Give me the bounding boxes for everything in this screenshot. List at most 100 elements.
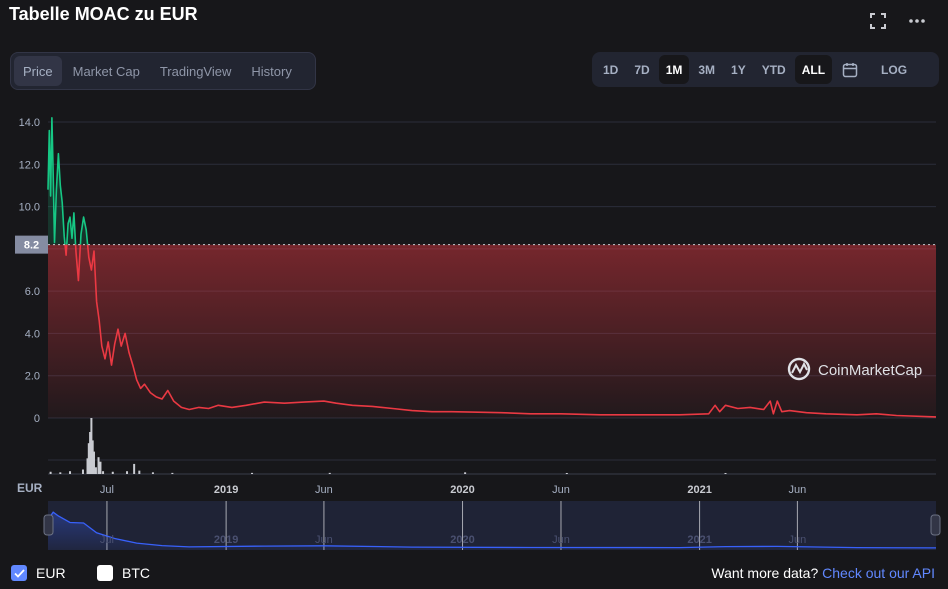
line-below-baseline (64, 244, 937, 418)
volume-bar (94, 467, 97, 474)
checkbox-unchecked-icon[interactable] (97, 565, 113, 581)
volume-bar (91, 440, 94, 474)
y-tick-label: 14.0 (19, 117, 40, 129)
volume-bar (133, 463, 136, 474)
x-tick-label: Jun (552, 484, 570, 496)
range-ytd[interactable]: YTD (761, 62, 786, 77)
range-1d[interactable]: 1D (603, 62, 619, 77)
tab-market-cap[interactable]: Market Cap (72, 63, 140, 79)
navigator-label: 2020 (450, 534, 474, 546)
volume-bar (724, 473, 727, 474)
volume-bar (102, 471, 105, 474)
range-7d[interactable]: 7D (634, 62, 650, 77)
volume-bar (126, 471, 129, 474)
navigator-label: 2019 (214, 534, 238, 546)
y-tick-label: 0 (34, 413, 40, 425)
navigator-label: Jul (100, 534, 114, 546)
legend-btc-label: BTC (122, 565, 150, 581)
volume-bar (464, 472, 467, 474)
volume-bar (90, 418, 93, 474)
navigator-area (48, 512, 936, 550)
checkbox-checked-icon[interactable] (11, 565, 27, 581)
line-above-baseline (47, 117, 89, 245)
fullscreen-icon[interactable] (867, 10, 889, 32)
navigator-series (47, 511, 937, 550)
navigator-label: 2021 (687, 534, 711, 546)
baseline: 8.2 (15, 235, 936, 254)
volume-bar (99, 461, 102, 474)
coinmarketcap-logo: CoinMarketCap (787, 357, 922, 381)
volume-bar (565, 473, 568, 474)
page-title: Tabelle MOAC zu EUR (9, 4, 198, 24)
x-tick-label: Jul (100, 484, 114, 496)
baseline-label: 8.2 (24, 240, 39, 252)
api-link[interactable]: Check out our API (822, 565, 935, 581)
navigator-label: Jun (552, 534, 570, 546)
y-tick-label: 4.0 (25, 328, 40, 340)
x-tick-label: 2021 (687, 484, 711, 496)
volume-bar (81, 469, 84, 474)
range-1m[interactable]: 1M (658, 55, 690, 84)
chart-type-tabs: Price Market Cap TradingView History (10, 52, 316, 90)
red-area-fill (48, 244, 936, 418)
navigator-background (48, 501, 936, 550)
volume-bar (171, 472, 174, 474)
api-promo: Want more data? Check out our API (711, 565, 935, 581)
legend-btc[interactable]: BTC (97, 565, 150, 581)
volume-bar (69, 471, 72, 474)
y-tick-label: 6.0 (25, 286, 40, 298)
y-tick-label: 10.0 (19, 202, 40, 214)
price-line-down (64, 244, 937, 418)
range-1y[interactable]: 1Y (731, 62, 746, 77)
area-above-baseline (48, 117, 88, 245)
x-tick-label: 2019 (214, 484, 238, 496)
y-tick-label: 12.0 (19, 159, 40, 171)
x-axis-ticks: Jul 2019 Jun 2020 Jun 2021 Jun (100, 484, 806, 496)
time-range-tabs: 1D 7D 1M 3M 1Y YTD ALL LOG (592, 52, 939, 87)
baseline-badge (15, 235, 48, 254)
x-tick-label: Jun (315, 484, 333, 496)
volume-bar (87, 443, 90, 474)
volume-bar (49, 471, 52, 474)
navigator-right-handle[interactable] (930, 514, 941, 536)
navigator-left-handle[interactable] (43, 514, 54, 536)
volume-bar (138, 470, 141, 474)
x-tick-label: Jun (789, 484, 807, 496)
y-axis-ticks: 02.04.06.08.010.012.014.0 (19, 117, 40, 425)
log-scale-toggle[interactable]: LOG (881, 62, 908, 77)
tab-price[interactable]: Price (14, 56, 62, 86)
volume-bars (49, 418, 727, 474)
navigator-label: Jun (315, 534, 333, 546)
green-area-fill (48, 117, 88, 245)
x-tick-label: 2020 (450, 484, 474, 496)
navigator-line (47, 511, 937, 549)
volume-bar (92, 451, 95, 474)
range-3m[interactable]: 3M (698, 62, 716, 77)
y-tick-label: 2.0 (25, 371, 40, 383)
range-navigator[interactable]: Jul 2019 Jun 2020 Jun 2021 Jun (43, 501, 941, 550)
volume-bar (251, 472, 254, 474)
volume-bar (111, 471, 114, 474)
api-text: Want more data? (711, 565, 819, 581)
legend-eur[interactable]: EUR (11, 565, 66, 581)
price-area (48, 117, 936, 418)
currency-axis-label: EUR (17, 481, 43, 495)
price-line-up (47, 117, 89, 245)
navigator-labels: Jul 2019 Jun 2020 Jun 2021 Jun (100, 534, 806, 546)
price-chart[interactable]: 02.04.06.08.010.012.014.0 8.2 CoinMarket… (0, 100, 948, 555)
price-line (47, 117, 937, 418)
calendar-icon[interactable] (834, 55, 866, 84)
volume-bar (328, 472, 331, 474)
range-all[interactable]: ALL (794, 55, 833, 84)
volume-bar (151, 472, 154, 474)
tab-tradingview[interactable]: TradingView (159, 63, 232, 79)
navigator-label: Jun (789, 534, 807, 546)
area-below-baseline (48, 244, 936, 418)
watermark-text: CoinMarketCap (818, 362, 922, 379)
volume-bar (89, 432, 92, 474)
volume-bar (59, 472, 62, 474)
tab-history[interactable]: History (251, 63, 292, 79)
legend-eur-label: EUR (36, 565, 66, 581)
more-dots-icon[interactable] (906, 10, 928, 32)
volume-bar (86, 458, 89, 474)
